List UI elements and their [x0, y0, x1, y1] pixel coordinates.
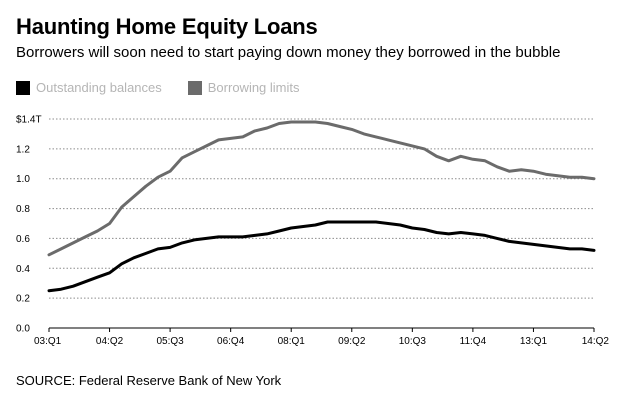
- y-tick-label: 0.6: [16, 234, 30, 245]
- y-tick-label: 1.2: [16, 144, 30, 155]
- x-tick-label: 09:Q2: [338, 336, 366, 347]
- chart-subtitle: Borrowers will soon need to start paying…: [16, 44, 561, 61]
- x-tick-label: 14:Q2: [582, 336, 610, 347]
- legend: Outstanding balances Borrowing limits: [16, 80, 326, 95]
- y-tick-label: 0.0: [16, 324, 30, 335]
- y-tick-label: 0.4: [16, 264, 30, 275]
- x-tick-label: 13:Q1: [520, 336, 548, 347]
- series-line-outstanding-balances: [47, 220, 596, 293]
- legend-item-limits: Borrowing limits: [187, 80, 300, 95]
- x-tick-label: 03:Q1: [34, 336, 62, 347]
- x-tick-label: 11:Q4: [460, 336, 487, 347]
- y-tick-label: $1.4T: [16, 115, 42, 126]
- x-tick-label: 05:Q3: [156, 336, 184, 347]
- y-tick-label: 0.8: [16, 204, 30, 215]
- legend-swatch-balances: [16, 80, 30, 95]
- series-line-borrowing-limits: [47, 120, 596, 257]
- x-tick-label: 04:Q2: [96, 336, 124, 347]
- legend-swatch-limits: [187, 80, 202, 95]
- x-tick-label: 06:Q4: [217, 336, 245, 347]
- y-tick-label: 0.2: [16, 294, 30, 305]
- x-tick-label: 10:Q3: [399, 336, 427, 347]
- y-tick-label: 1.0: [16, 174, 30, 185]
- source-note: SOURCE: Federal Reserve Bank of New York: [16, 373, 282, 388]
- chart-title: Haunting Home Equity Loans: [16, 14, 318, 39]
- legend-label-balances: Outstanding balances: [36, 80, 162, 95]
- legend-item-balances: Outstanding balances: [16, 80, 162, 95]
- legend-label-limits: Borrowing limits: [207, 80, 300, 95]
- x-tick-label: 08:Q1: [278, 336, 306, 347]
